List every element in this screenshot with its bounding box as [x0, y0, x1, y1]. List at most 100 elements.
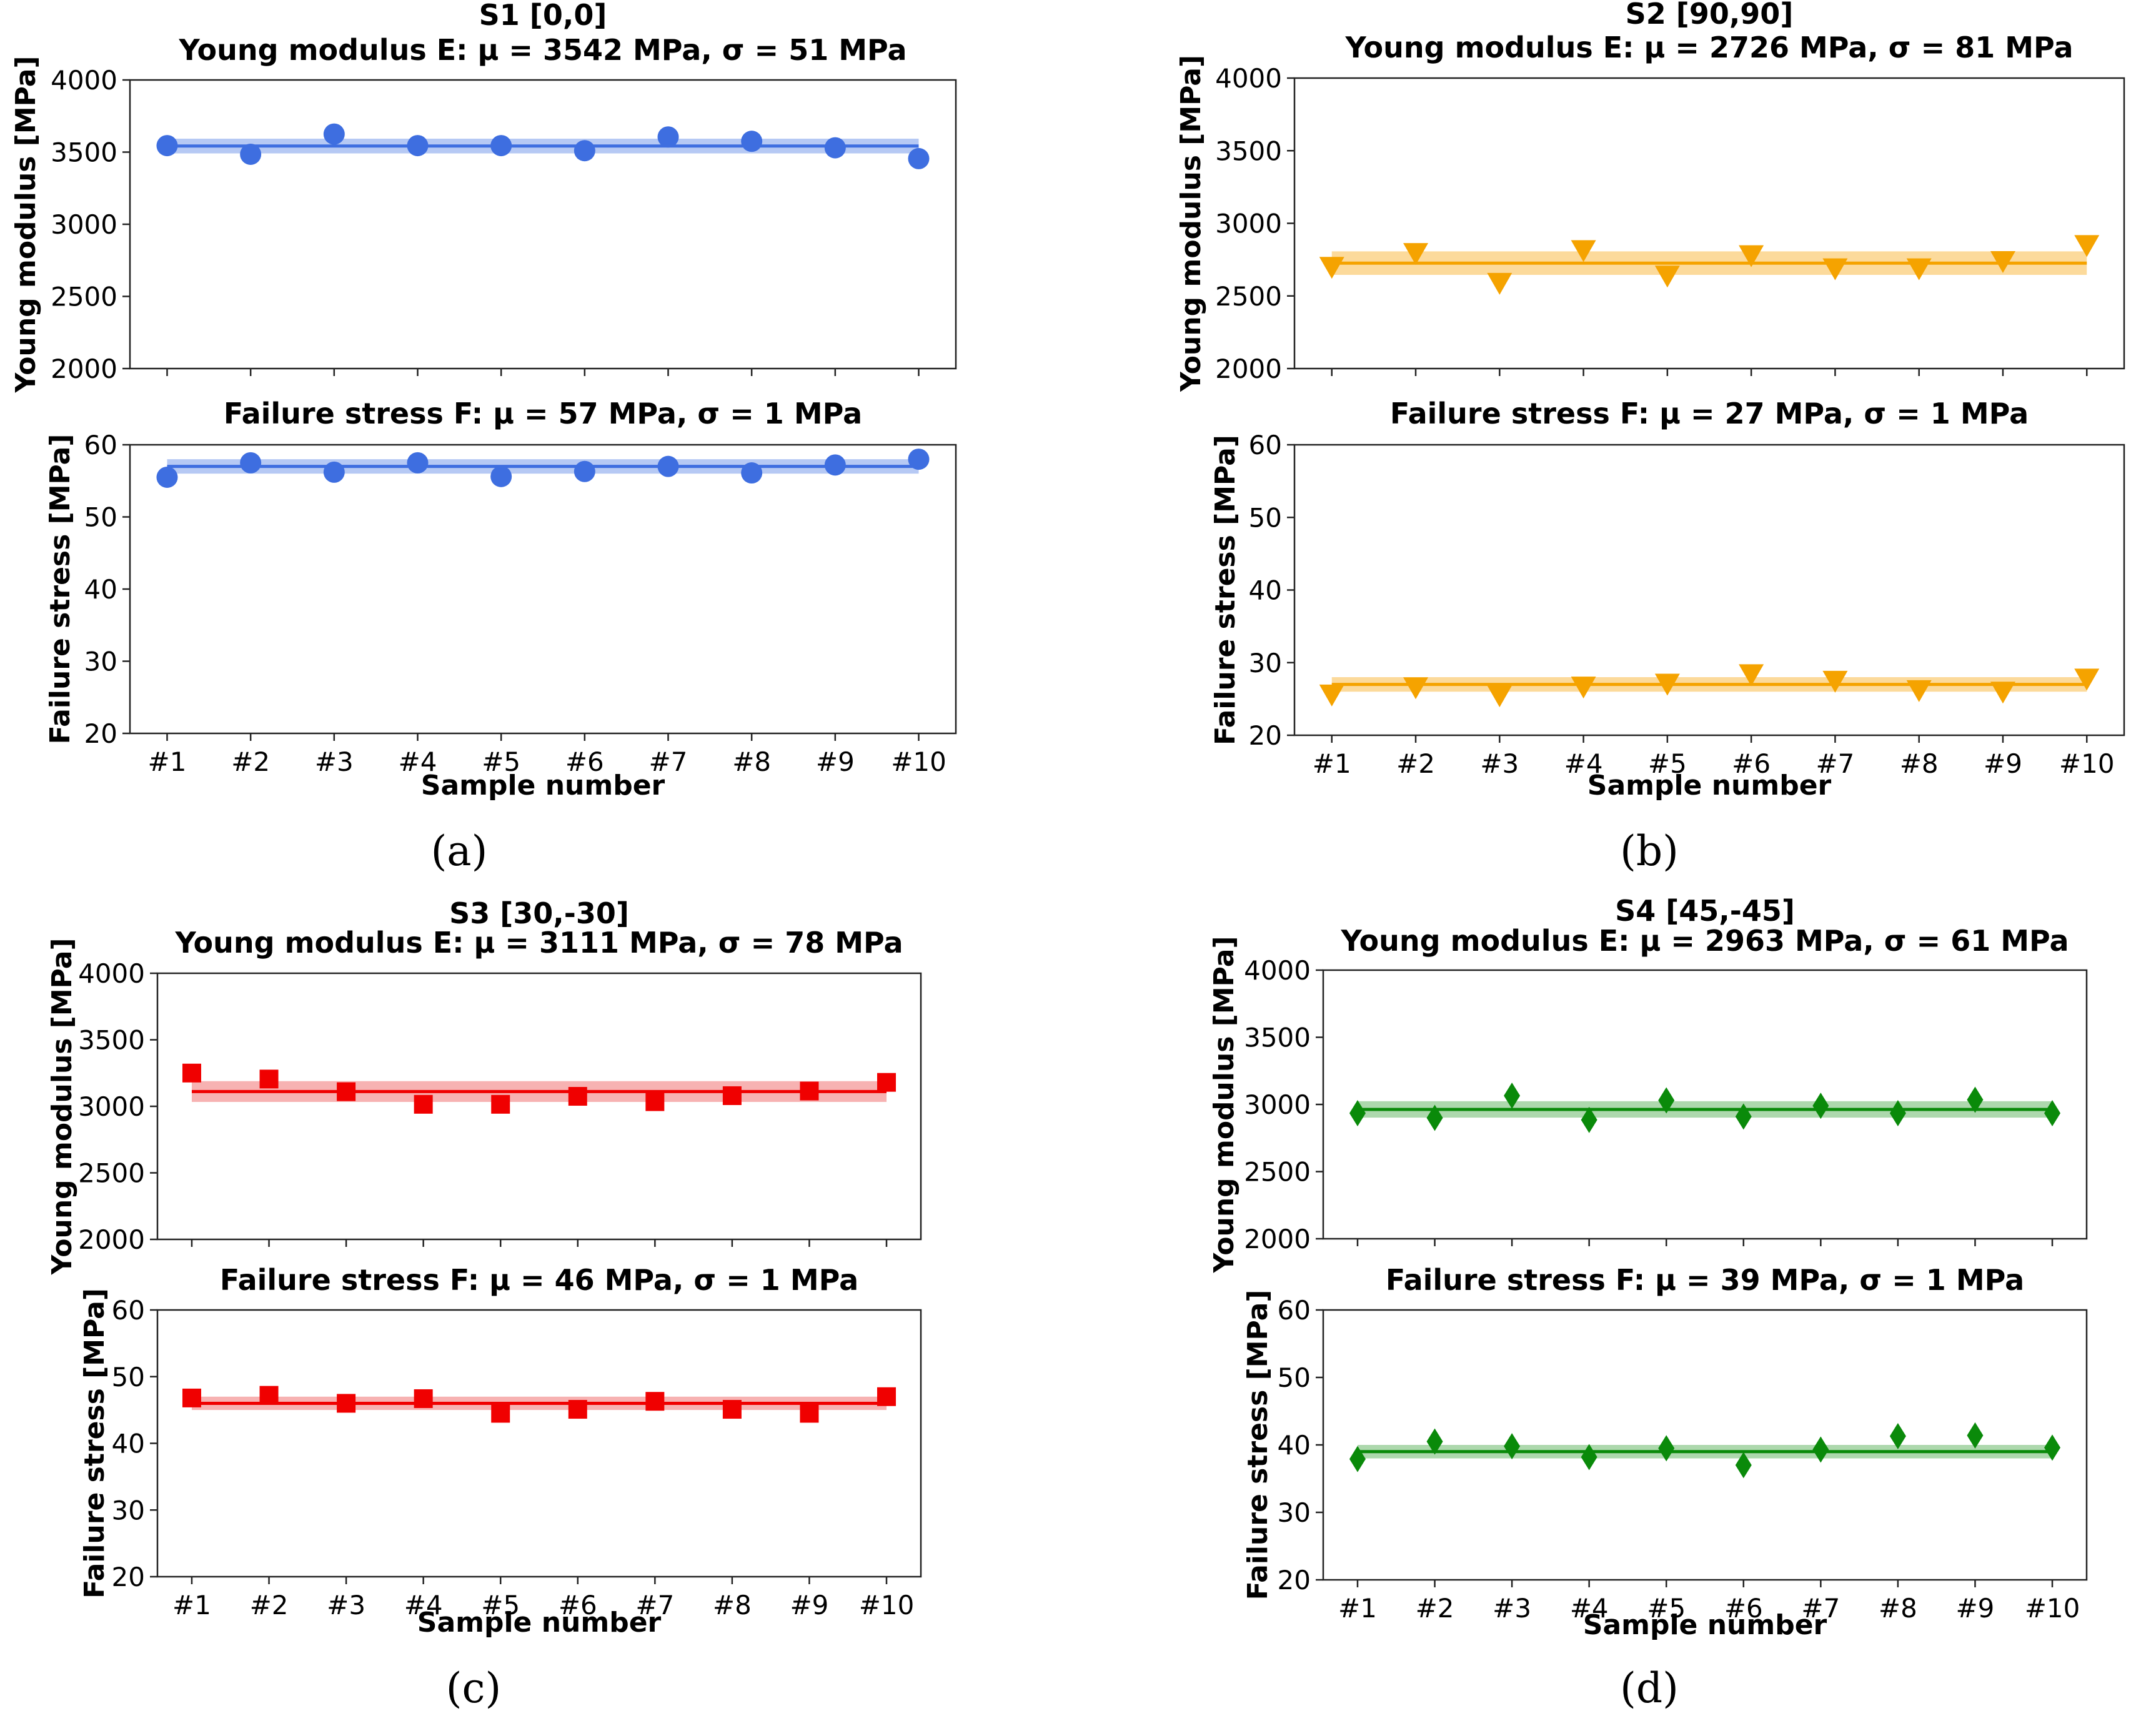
data-point-8	[1889, 1422, 1906, 1449]
panel-a-modulus-plot: 2000 2500 3000 3500 4000 Young modulus [MPa]	[10, 56, 957, 394]
modulus-subtitle: Young modulus E: μ = 3111 MPa, σ = 78 MP…	[174, 926, 903, 960]
data-point-7	[657, 126, 679, 148]
x-tick-label: #10	[2025, 1593, 2080, 1624]
y-tick-label: 50	[1278, 1362, 1311, 1393]
x-tick-label: #10	[891, 746, 946, 777]
x-tick-label: #2	[1396, 748, 1435, 779]
y-tick-label: 3500	[51, 137, 117, 168]
data-point-2	[259, 1069, 279, 1089]
y-axis-label: Failure stress [MPa]	[1210, 435, 1241, 745]
data-point-8	[741, 131, 763, 152]
data-point-4	[414, 1094, 433, 1114]
y-tick-label: 2000	[78, 1224, 145, 1255]
x-tick-label: #3	[327, 1590, 365, 1620]
x-tick-label: #7	[635, 1590, 674, 1620]
data-point-9	[1967, 1086, 1984, 1113]
y-tick-label: 20	[112, 1562, 145, 1592]
y-axis-label: Young modulus [MPa]	[46, 938, 78, 1275]
x-tick-label: #9	[790, 1590, 828, 1620]
data-point-5	[490, 465, 512, 487]
y-axis-label: Young modulus [MPa]	[1208, 936, 1240, 1273]
panel-caption: (d)	[1620, 1664, 1679, 1712]
y-tick-label: 2500	[1215, 281, 1282, 312]
x-tick-label: #5	[1648, 748, 1687, 779]
x-tick-label: #4	[1570, 1593, 1609, 1624]
data-point-1	[1349, 1099, 1366, 1126]
y-tick-label: 30	[84, 647, 117, 677]
x-tick-label: #5	[482, 746, 520, 777]
y-axis-label: Failure stress [MPa]	[44, 434, 76, 745]
y-tick-label: 4000	[1215, 63, 1282, 94]
y-tick-label: 40	[84, 574, 117, 605]
data-point-5	[491, 1094, 510, 1114]
y-tick-label: 4000	[1244, 955, 1311, 986]
data-point-10	[2044, 1434, 2061, 1461]
data-point-9	[824, 454, 846, 476]
y-tick-label: 3000	[78, 1091, 145, 1122]
axes-frame	[129, 444, 957, 735]
y-tick-label: 4000	[78, 958, 145, 989]
x-tick-label: #10	[859, 1590, 915, 1620]
panel-caption: (a)	[431, 827, 488, 875]
x-tick-label: #1	[1338, 1593, 1377, 1624]
x-tick-label: #1	[1313, 748, 1351, 779]
data-point-4	[1581, 1106, 1597, 1133]
x-tick-label: #4	[399, 746, 437, 777]
data-point-7	[657, 455, 679, 477]
data-point-7	[1822, 670, 1848, 693]
data-point-4	[1581, 1444, 1597, 1471]
x-tick-label: #8	[1900, 748, 1939, 779]
y-tick-label: 2500	[78, 1158, 145, 1189]
x-tick-label: #9	[816, 746, 855, 777]
chart-title: S4 [45,-45]	[1615, 894, 1795, 928]
data-point-9	[1990, 682, 2015, 704]
data-point-5	[1654, 265, 1680, 288]
chart-title: S3 [30,-30]	[449, 896, 629, 930]
data-point-3	[337, 1082, 356, 1101]
x-tick-label: #9	[1955, 1593, 1994, 1624]
data-point-9	[824, 137, 846, 159]
data-point-1	[1319, 257, 1344, 279]
data-point-6	[1735, 1103, 1752, 1130]
panel-d-stress-plot: 20 30 40 50 60 #1 #2 #3 #4 #5 #6 #7 #8 #9 #10 Failure s…	[1242, 1290, 2088, 1624]
data-point-3	[1504, 1083, 1521, 1109]
data-point-3	[323, 461, 345, 483]
y-tick-label: 3000	[1244, 1089, 1311, 1120]
data-point-6	[574, 140, 595, 162]
data-point-4	[407, 135, 429, 157]
x-tick-label: #9	[1984, 748, 2022, 779]
x-tick-label: #6	[565, 746, 604, 777]
y-tick-label: 2500	[1244, 1157, 1311, 1188]
x-tick-label: #1	[148, 746, 187, 777]
y-tick-label: 2000	[51, 354, 117, 384]
x-axis-label: Sample number	[421, 770, 665, 801]
data-point-6	[1739, 664, 1764, 687]
axes-frame	[156, 972, 922, 1241]
data-point-8	[1906, 258, 1932, 280]
data-point-4	[414, 1389, 433, 1408]
y-tick-label: 50	[112, 1362, 145, 1392]
data-point-9	[1990, 250, 2015, 273]
y-tick-label: 60	[1249, 430, 1282, 460]
x-tick-label: #3	[1480, 748, 1519, 779]
data-point-10	[2074, 668, 2100, 691]
stress-subtitle: Failure stress F: μ = 39 MPa, σ = 1 MPa	[1386, 1263, 2024, 1297]
x-tick-label: #7	[1816, 748, 1854, 779]
y-tick-label: 40	[112, 1429, 145, 1459]
data-point-10	[908, 449, 930, 470]
data-point-6	[568, 1400, 587, 1419]
chart-title: S2 [90,90]	[1626, 0, 1794, 31]
data-point-8	[1889, 1099, 1906, 1126]
data-point-2	[259, 1386, 279, 1405]
y-tick-label: 60	[112, 1295, 145, 1326]
x-tick-label: #6	[559, 1590, 597, 1620]
x-tick-label: #2	[250, 1590, 289, 1620]
panel-b-modulus-plot: 2000 2500 3000 3500 4000 Young modulus [MPa]	[1175, 55, 2125, 392]
x-tick-label: #7	[1801, 1593, 1840, 1624]
data-point-5	[1658, 1087, 1675, 1114]
data-point-2	[240, 143, 262, 165]
y-tick-label: 3500	[78, 1025, 145, 1056]
